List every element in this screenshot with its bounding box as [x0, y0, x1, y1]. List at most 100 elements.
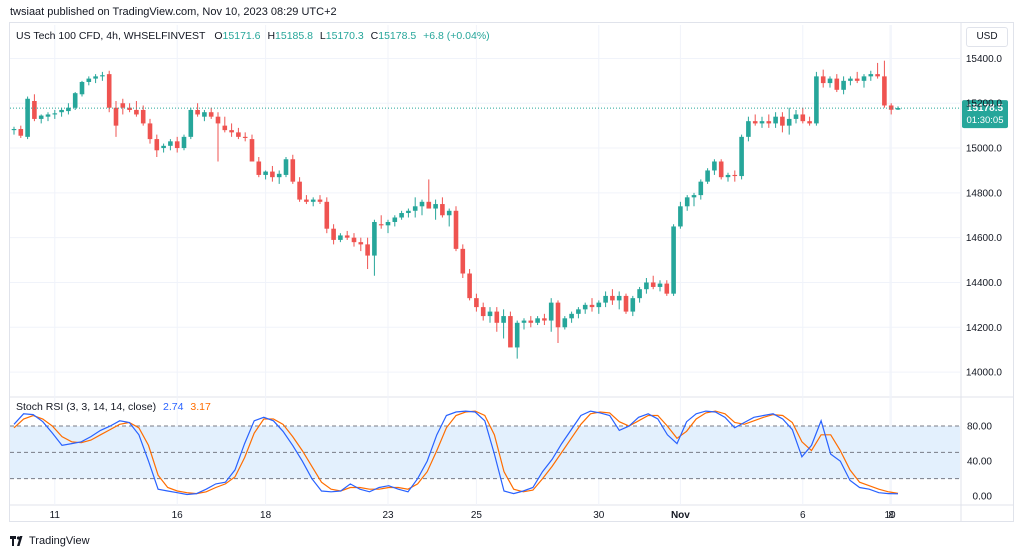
- time-tick-label: Nov: [671, 510, 690, 521]
- candle-body: [650, 282, 656, 287]
- footer: TradingView: [10, 535, 90, 547]
- candle-body: [766, 121, 772, 124]
- rsi-k-line: [13, 410, 899, 496]
- candle-body: [603, 295, 608, 303]
- candle-body: [848, 78, 853, 81]
- high-label: H: [267, 30, 276, 42]
- rsi-tick-label: 0.00: [973, 492, 993, 503]
- price-tick-label: 15200.0: [966, 99, 1003, 110]
- currency-button[interactable]: USD: [966, 27, 1008, 47]
- candle-body: [365, 244, 370, 256]
- candle-body: [460, 248, 466, 274]
- candlestick-series: [11, 60, 901, 359]
- candle-body: [698, 181, 704, 196]
- candle-body: [290, 159, 296, 182]
- change-value: +6.8 (+0.04%): [423, 30, 490, 42]
- candle-body: [283, 159, 289, 175]
- candle-body: [188, 109, 194, 137]
- candle-body: [868, 74, 874, 77]
- candle-body: [814, 76, 819, 124]
- candle-body: [304, 199, 309, 202]
- candle-body: [419, 201, 425, 207]
- candle-body: [514, 322, 520, 348]
- indicator-name: Stoch RSI (3, 3, 14, 14, close): [16, 401, 157, 413]
- candle-body: [72, 93, 78, 108]
- candle-body: [59, 109, 64, 113]
- candle-body: [487, 311, 493, 317]
- candle-body: [610, 295, 615, 301]
- candle-body: [140, 109, 146, 124]
- candle-body: [66, 107, 71, 112]
- candle-body: [630, 298, 636, 312]
- candle-body: [474, 298, 479, 308]
- rsi-tick-label: 80.00: [967, 422, 992, 433]
- candle-body: [249, 139, 255, 162]
- price-tick-label: 15400.0: [966, 54, 1003, 65]
- candle-body: [657, 283, 663, 287]
- candle-body: [174, 141, 180, 149]
- candle-body: [161, 145, 166, 149]
- candle-body: [181, 136, 187, 149]
- candle-body: [888, 105, 894, 110]
- candle-body: [385, 221, 391, 226]
- candle-body: [86, 78, 92, 82]
- candle-body: [324, 201, 330, 229]
- time-tick-label: 8: [888, 510, 894, 521]
- candle-body: [508, 316, 513, 348]
- k-value: 2.74: [163, 401, 184, 413]
- candle-body: [644, 282, 649, 290]
- time-tick-label: 11: [50, 510, 61, 521]
- candle-body: [562, 318, 568, 328]
- candle-body: [800, 114, 806, 122]
- candle-body: [127, 107, 132, 110]
- tradingview-logo-icon: [10, 536, 23, 546]
- candle-body: [372, 221, 377, 256]
- price-tick-label: 14000.0: [966, 368, 1003, 379]
- candle-body: [399, 213, 404, 218]
- candle-body: [208, 112, 214, 117]
- candle-body: [555, 302, 561, 328]
- high-value: 15185.8: [275, 30, 313, 42]
- candle-body: [582, 304, 588, 310]
- candle-body: [52, 113, 58, 115]
- price-tick-label: 14800.0: [966, 188, 1003, 199]
- candle-body: [344, 235, 350, 238]
- low-value: 15170.3: [325, 30, 364, 42]
- candle-body: [725, 174, 731, 178]
- close-label: C: [370, 30, 379, 42]
- open-value: 15171.6: [222, 30, 261, 42]
- candle-body: [705, 170, 710, 182]
- price-tick-label: 14400.0: [966, 278, 1003, 289]
- candle-body: [392, 217, 398, 222]
- candle-body: [841, 80, 846, 90]
- candle-body: [378, 224, 384, 226]
- candle-body: [222, 125, 228, 131]
- candle-body: [528, 320, 534, 323]
- candle-body: [25, 98, 30, 137]
- candle-body: [521, 320, 527, 323]
- price-tick-label: 15000.0: [966, 144, 1003, 155]
- candle-body: [351, 237, 357, 243]
- candle-body: [18, 129, 24, 136]
- axis-labels: 15400.0 15200.0 15000.0 14800.0 14600.0 14400…: [50, 54, 1003, 521]
- candle-body: [331, 228, 336, 240]
- candle-body: [548, 302, 554, 321]
- symbol-legend: US Tech 100 CFD, 4h, WHSELFINVEST O15171…: [16, 30, 494, 42]
- candle-body: [229, 130, 234, 133]
- candle-body: [759, 121, 765, 124]
- time-tick-label: 6: [800, 510, 806, 521]
- candle-body: [780, 116, 785, 126]
- candle-body: [739, 136, 744, 177]
- candle-body: [120, 103, 126, 108]
- candle-body: [664, 283, 670, 294]
- candle-body: [433, 204, 438, 209]
- time-tick-label: 18: [260, 510, 272, 521]
- grid-lines: [10, 22, 1013, 522]
- time-tick-label: 23: [382, 510, 394, 521]
- candle-body: [93, 76, 98, 79]
- candle-body: [535, 318, 540, 323]
- last-price-value: 15178.5: [967, 103, 1004, 114]
- candle-body: [691, 195, 697, 198]
- candle-body: [854, 78, 860, 81]
